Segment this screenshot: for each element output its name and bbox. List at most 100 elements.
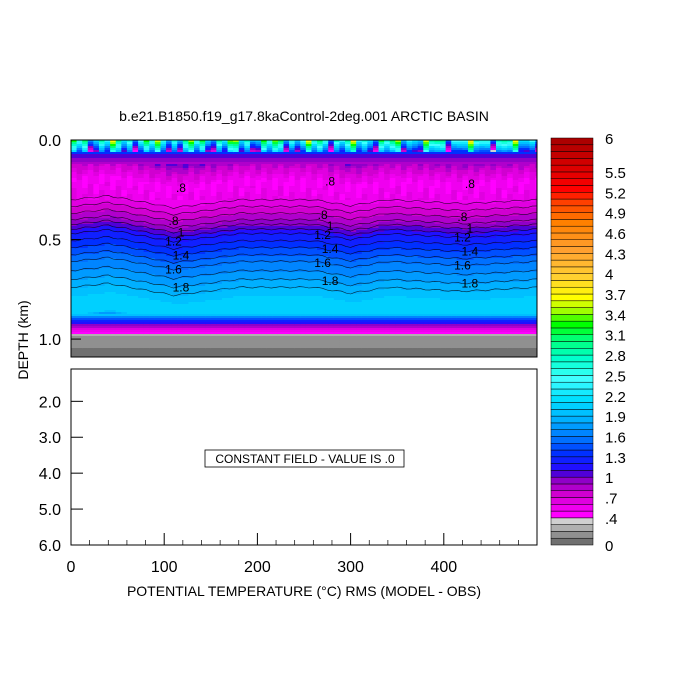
field-cell: [115, 294, 122, 297]
field-cell: [244, 268, 251, 271]
field-cell: [210, 278, 217, 281]
field-cell: [283, 242, 290, 245]
field-cell: [132, 204, 139, 207]
field-cell: [210, 316, 217, 319]
field-cell: [261, 180, 268, 183]
field-cell: [289, 354, 296, 357]
field-cell: [104, 144, 111, 147]
field-cell: [160, 304, 167, 307]
field-cell: [266, 268, 273, 271]
field-cell: [233, 188, 240, 191]
field-cell: [249, 336, 257, 339]
field-cell: [171, 212, 178, 215]
field-cell: [283, 336, 290, 339]
field-cell: [221, 282, 229, 285]
field-cell: [121, 246, 128, 249]
field-cell: [166, 350, 173, 353]
field-cell: [154, 226, 162, 229]
field-cell: [221, 218, 229, 221]
field-cell: [110, 186, 117, 189]
field-cell: [227, 288, 234, 291]
field-cell: [138, 346, 145, 349]
field-cell: [171, 202, 178, 205]
field-cell: [210, 280, 217, 283]
field-cell: [132, 284, 139, 287]
field-cell: [98, 190, 106, 193]
field-cell: [166, 300, 173, 303]
field-cell: [194, 314, 201, 317]
field-cell: [177, 256, 184, 259]
field-cell: [98, 316, 106, 319]
field-cell: [322, 298, 329, 301]
field-cell: [182, 330, 190, 333]
field-cell: [322, 210, 329, 213]
field-cell: [166, 162, 173, 165]
field-cell: [115, 170, 122, 173]
field-cell: [154, 146, 162, 149]
field-cell: [110, 266, 117, 269]
field-cell: [289, 212, 296, 215]
field-cell: [249, 226, 257, 229]
field-cell: [272, 164, 279, 167]
field-cell: [132, 268, 139, 271]
field-cell: [266, 292, 273, 295]
field-cell: [194, 158, 201, 161]
field-cell: [115, 148, 122, 151]
field-cell: [317, 180, 324, 183]
field-cell: [305, 232, 313, 235]
field-cell: [126, 268, 134, 271]
field-cell: [317, 178, 324, 181]
field-cell: [188, 188, 195, 191]
field-cell: [188, 302, 195, 305]
field-cell: [166, 274, 173, 277]
field-cell: [76, 182, 83, 185]
field-cell: [317, 140, 324, 143]
field-cell: [272, 280, 279, 283]
field-cell: [121, 298, 128, 301]
field-cell: [283, 330, 290, 333]
field-cell: [82, 282, 89, 285]
field-cell: [238, 318, 245, 321]
field-cell: [317, 194, 324, 197]
field-cell: [233, 258, 240, 261]
field-cell: [115, 216, 122, 219]
field-cell: [82, 198, 89, 201]
field-cell: [71, 184, 78, 187]
field-cell: [322, 204, 329, 207]
field-cell: [143, 248, 150, 251]
field-cell: [266, 186, 273, 189]
field-cell: [132, 238, 139, 241]
field-cell: [221, 274, 229, 277]
field-cell: [121, 274, 128, 277]
field-cell: [87, 202, 94, 205]
field-cell: [177, 236, 184, 239]
field-cell: [199, 176, 206, 179]
field-cell: [294, 176, 301, 179]
field-cell: [305, 332, 313, 335]
field-cell: [154, 300, 162, 303]
field-cell: [182, 204, 190, 207]
field-cell: [171, 198, 178, 201]
field-cell: [249, 346, 257, 349]
field-cell: [177, 240, 184, 243]
field-cell: [317, 260, 324, 263]
field-cell: [110, 184, 117, 187]
field-cell: [132, 184, 139, 187]
field-cell: [98, 144, 106, 147]
field-cell: [154, 324, 162, 327]
field-cell: [110, 140, 117, 143]
field-cell: [233, 310, 240, 313]
field-cell: [272, 268, 279, 271]
field-cell: [71, 276, 78, 279]
field-cell: [71, 342, 78, 345]
field-cell: [177, 206, 184, 209]
field-cell: [98, 304, 106, 307]
field-cell: [294, 324, 301, 327]
field-cell: [233, 268, 240, 271]
field-cell: [272, 146, 279, 149]
field-cell: [154, 342, 162, 345]
field-cell: [177, 336, 184, 339]
field-cell: [272, 224, 279, 227]
field-cell: [266, 238, 273, 241]
field-cell: [177, 280, 184, 283]
